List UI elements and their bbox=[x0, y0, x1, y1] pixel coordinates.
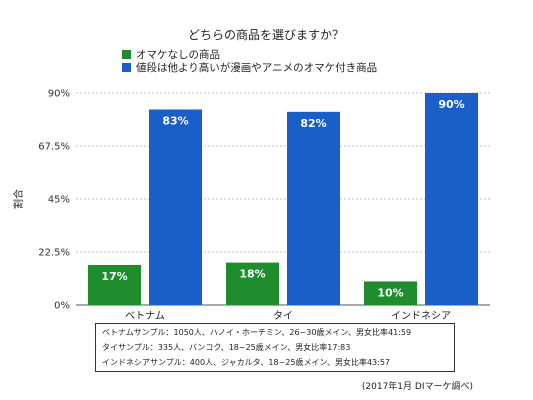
legend-swatch-1 bbox=[122, 63, 131, 72]
legend-swatch-0 bbox=[122, 50, 131, 59]
bar-1-1 bbox=[287, 111, 340, 305]
y-tick-label: 22.5% bbox=[38, 248, 70, 259]
bar-2-1 bbox=[425, 93, 478, 305]
x-axis-categories: ベトナム タイ インドネシア bbox=[125, 310, 451, 322]
data-label-2-1: 90% bbox=[438, 98, 464, 111]
data-label-1-0: 18% bbox=[239, 268, 265, 281]
chart-title: どちらの商品を選びますか？ bbox=[188, 27, 344, 42]
category-label-1: タイ bbox=[273, 310, 293, 322]
category-label-0: ベトナム bbox=[125, 310, 165, 322]
bar-0-0 bbox=[88, 264, 141, 305]
y-tick-label: 45% bbox=[48, 195, 70, 206]
data-label-0-0: 17% bbox=[101, 270, 127, 283]
y-tick-label: 67.5% bbox=[38, 142, 70, 153]
note-thailand: タイサンプル：335人、バンコク、18~25歳メイン、男女比率17:83 bbox=[102, 343, 351, 352]
note-vietnam: ベトナムサンプル：1050人、ハノイ・ホーチミン、26~30歳メイン、男女比率4… bbox=[102, 328, 412, 337]
y-axis-ticks: 0% 22.5% 45% 67.5% 90% bbox=[38, 89, 70, 312]
legend-label-1: 値段は他より高いが漫画やアニメのオマケ付き商品 bbox=[136, 61, 377, 74]
source-note: (2017年1月 DIマーケ調べ) bbox=[361, 382, 473, 392]
category-label-2: インドネシア bbox=[391, 310, 451, 322]
bar-2-0 bbox=[364, 281, 417, 305]
sample-notes: ベトナムサンプル：1050人、ハノイ・ホーチミン、26~30歳メイン、男女比率4… bbox=[95, 323, 455, 372]
y-tick-label: 90% bbox=[48, 89, 70, 100]
y-axis-label: 割合 bbox=[12, 189, 25, 209]
data-label-1-1: 82% bbox=[300, 117, 326, 130]
note-indonesia: インドネシアサンプル：400人、ジャカルタ、18~25歳メイン、男女比率43:5… bbox=[102, 358, 391, 367]
bars: 17% 83% 18% 82% 10% 90% bbox=[88, 93, 478, 305]
bar-1-0 bbox=[226, 262, 279, 305]
data-label-2-0: 10% bbox=[377, 286, 403, 299]
data-label-0-1: 83% bbox=[162, 114, 188, 127]
gridlines bbox=[76, 92, 490, 306]
legend-label-0: オマケなしの商品 bbox=[136, 48, 220, 61]
y-tick-label: 0% bbox=[54, 301, 70, 312]
bar-0-1 bbox=[149, 109, 202, 305]
